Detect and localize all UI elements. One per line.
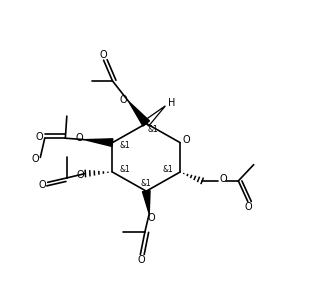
Text: &1: &1 bbox=[147, 125, 158, 135]
Text: O: O bbox=[147, 213, 155, 223]
Text: O: O bbox=[120, 95, 127, 105]
Text: O: O bbox=[31, 154, 39, 164]
Text: &1: &1 bbox=[162, 165, 173, 173]
Text: &1: &1 bbox=[119, 165, 130, 173]
Text: O: O bbox=[36, 132, 43, 142]
Text: O: O bbox=[76, 170, 84, 180]
Text: O: O bbox=[219, 174, 227, 184]
Text: O: O bbox=[75, 133, 83, 143]
Text: O: O bbox=[100, 50, 108, 60]
Text: O: O bbox=[245, 202, 252, 212]
Text: O: O bbox=[137, 255, 145, 265]
Polygon shape bbox=[143, 191, 150, 214]
Text: &1: &1 bbox=[141, 179, 152, 188]
Text: O: O bbox=[39, 180, 46, 190]
Polygon shape bbox=[129, 101, 150, 126]
Text: &1: &1 bbox=[119, 141, 130, 150]
Text: H: H bbox=[167, 99, 175, 108]
Text: O: O bbox=[182, 135, 190, 145]
Polygon shape bbox=[85, 139, 113, 146]
